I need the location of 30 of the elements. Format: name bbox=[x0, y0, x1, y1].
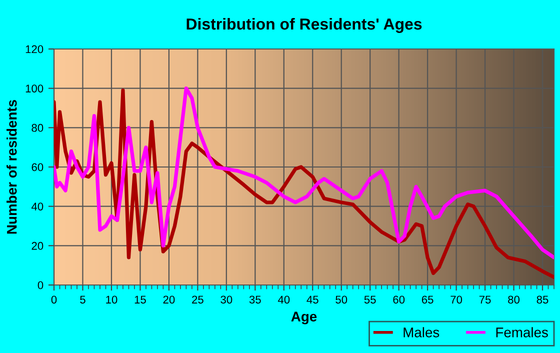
y-tick-label: 0 bbox=[38, 281, 44, 290]
x-tick-label: 10 bbox=[106, 296, 118, 304]
x-tick-label: 85 bbox=[536, 296, 548, 304]
x-tick-label: 45 bbox=[306, 296, 318, 304]
x-tick-label: 75 bbox=[479, 296, 491, 304]
chart-title: Distribution of Residents' Ages bbox=[186, 18, 422, 33]
y-tick-label: 80 bbox=[32, 124, 44, 132]
y-axis-title: Number of residents bbox=[6, 100, 17, 234]
x-tick-label: 15 bbox=[134, 296, 146, 304]
legend-label: Males bbox=[404, 327, 440, 338]
x-tick-label: 70 bbox=[450, 296, 462, 304]
x-tick-label: 0 bbox=[51, 296, 57, 304]
y-tick-label: 100 bbox=[26, 84, 44, 92]
x-tick-label: 50 bbox=[336, 296, 348, 304]
legend-label: Females bbox=[496, 327, 548, 338]
y-tick-label: 20 bbox=[32, 242, 44, 250]
x-tick-label: 30 bbox=[220, 296, 232, 304]
x-tick-label: 60 bbox=[393, 296, 405, 304]
y-tick-label: 40 bbox=[31, 202, 44, 210]
y-tick-label: 120 bbox=[26, 45, 44, 54]
x-tick-label: 35 bbox=[249, 296, 261, 304]
x-tick-label: 40 bbox=[278, 296, 290, 304]
x-tick-label: 5 bbox=[80, 296, 86, 304]
x-axis-title: Age bbox=[291, 312, 317, 324]
x-tick-label: 20 bbox=[163, 296, 175, 304]
x-tick-label: 25 bbox=[192, 296, 204, 304]
x-tick-label: 80 bbox=[508, 296, 520, 304]
x-tick-label: 65 bbox=[422, 296, 434, 304]
y-tick-label: 60 bbox=[32, 163, 44, 172]
x-tick-label: 55 bbox=[364, 296, 376, 304]
